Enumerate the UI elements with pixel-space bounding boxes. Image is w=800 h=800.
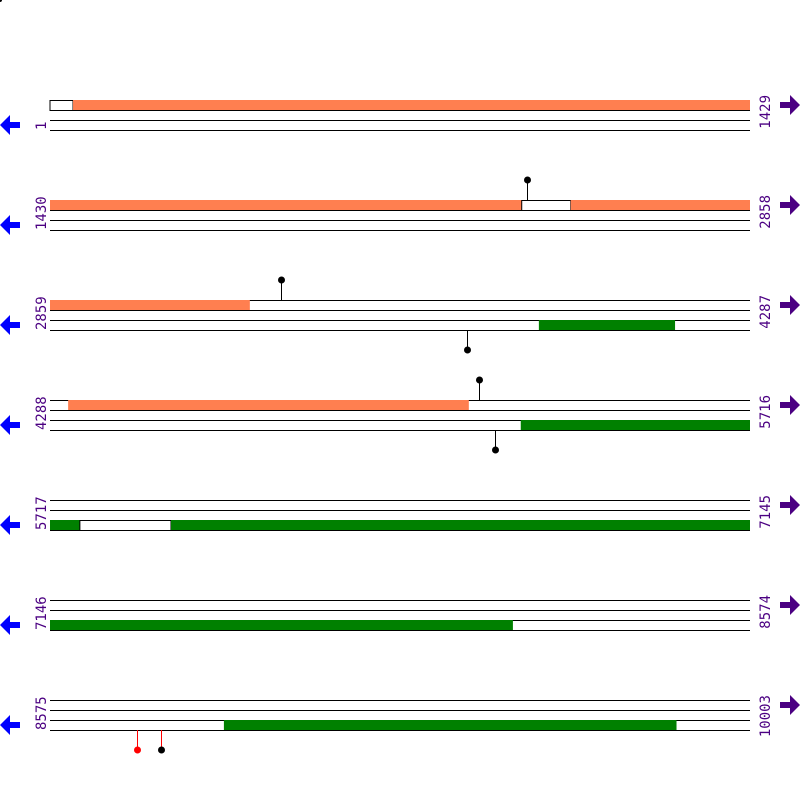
forward-feature <box>50 300 250 310</box>
reverse-feature <box>50 520 80 530</box>
row-end-label: 10003 <box>758 695 774 737</box>
arrow-left-icon <box>0 715 20 735</box>
sequence-row: 1 1429 <box>0 95 800 135</box>
row-start-label: 5717 <box>34 496 50 530</box>
row-end-label: 1429 <box>758 95 774 129</box>
forward-feature <box>50 200 522 210</box>
row-end-label: 5716 <box>758 395 774 429</box>
sequence-row: 8575 10003 <box>0 695 800 754</box>
sequence-row: 4288 5716 <box>0 376 800 454</box>
reverse-feature <box>520 420 750 430</box>
highlighted-site-marker <box>134 746 141 754</box>
arrow-left-icon <box>0 115 20 135</box>
sequence-row: 5717 7145 <box>0 495 800 535</box>
site-marker <box>492 446 499 454</box>
row-start-label: 4288 <box>34 396 50 430</box>
row-start-label: 1 <box>34 122 50 130</box>
row-end-label: 8574 <box>758 595 774 629</box>
site-marker <box>524 176 531 184</box>
arrow-left-icon <box>0 515 20 535</box>
arrow-left-icon <box>0 215 20 235</box>
forward-feature <box>68 400 469 410</box>
arrow-right-icon <box>780 695 800 715</box>
sequence-row: 2859 4287 <box>0 276 800 354</box>
sequence-row: 7146 8574 <box>0 595 800 635</box>
reverse-feature <box>170 520 750 530</box>
row-end-label: 4287 <box>758 295 774 329</box>
site-marker <box>476 376 483 384</box>
reverse-feature <box>50 620 513 630</box>
row-start-label: 7146 <box>34 596 50 630</box>
arrow-right-icon <box>780 195 800 215</box>
arrow-left-icon <box>0 615 20 635</box>
feature-gap <box>49 100 74 111</box>
site-marker <box>158 746 165 754</box>
forward-feature <box>73 100 751 110</box>
arrow-right-icon <box>780 495 800 515</box>
site-marker <box>278 276 285 284</box>
row-end-label: 2858 <box>758 195 774 229</box>
reverse-feature <box>538 320 676 330</box>
feature-gap <box>521 200 572 211</box>
arrow-right-icon <box>780 595 800 615</box>
row-start-label: 1430 <box>34 196 50 230</box>
arrow-right-icon <box>780 95 800 115</box>
corner-dot <box>0 0 2 2</box>
row-start-label: 2859 <box>34 296 50 330</box>
feature-gap <box>79 520 172 531</box>
arrow-right-icon <box>780 295 800 315</box>
row-end-label: 7145 <box>758 495 774 529</box>
row-start-label: 8575 <box>34 696 50 730</box>
arrow-left-icon <box>0 415 20 435</box>
site-marker <box>464 346 471 354</box>
sequence-row: 1430 2858 <box>0 176 800 235</box>
forward-feature <box>570 200 750 210</box>
arrow-right-icon <box>780 395 800 415</box>
reverse-feature <box>223 720 677 730</box>
arrow-left-icon <box>0 315 20 335</box>
